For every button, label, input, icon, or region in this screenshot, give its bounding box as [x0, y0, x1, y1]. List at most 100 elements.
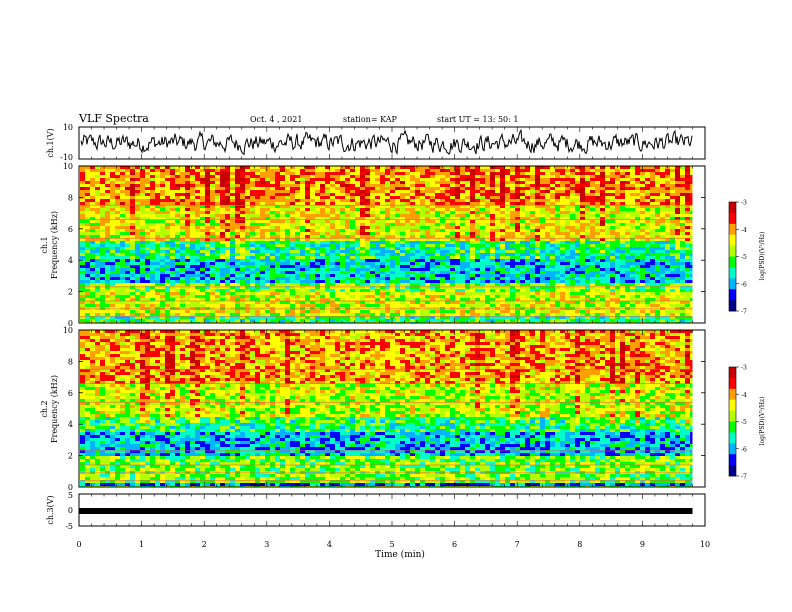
spectrogram-cell — [170, 235, 175, 238]
spectrogram-cell — [335, 289, 340, 292]
spectrogram-cell — [85, 193, 90, 196]
spectrogram-cell — [460, 313, 465, 316]
spectrogram-cell — [205, 286, 210, 289]
spectrogram-cell — [205, 244, 210, 247]
spectrogram-cell — [365, 247, 370, 250]
spectrogram-cell — [315, 250, 320, 253]
spectrogram-cell — [260, 181, 265, 184]
spectrogram-cell — [280, 172, 285, 175]
spectrogram-cell — [540, 214, 545, 217]
spectrogram-cell — [395, 235, 400, 238]
spectrogram-cell — [470, 289, 475, 292]
spectrogram-cell — [410, 253, 415, 256]
spectrogram-cell — [440, 277, 445, 280]
spectrogram-cell — [325, 172, 330, 175]
spectrogram-cell — [235, 214, 240, 217]
spectrogram-cell — [245, 250, 250, 253]
spectrogram-cell — [85, 175, 90, 178]
spectrogram-cell — [405, 295, 410, 298]
spectrogram-cell — [235, 241, 240, 244]
spectrogram-cell — [170, 175, 175, 178]
spectrogram-cell — [490, 187, 495, 190]
spectrogram-cell — [260, 307, 265, 310]
spectrogram-cell — [525, 196, 530, 199]
spectrogram-cell — [200, 292, 205, 295]
spectrogram-cell — [380, 265, 385, 268]
spectrogram-cell — [165, 265, 170, 268]
spectrogram-cell — [145, 196, 150, 199]
spectrogram-cell — [235, 259, 240, 262]
spectrogram-cell — [210, 169, 215, 172]
spectrogram-cell — [155, 247, 160, 250]
spectrogram-cell — [85, 223, 90, 226]
spectrogram-cell — [410, 187, 415, 190]
spectrogram-cell — [500, 217, 505, 220]
spectrogram-cell — [330, 316, 335, 319]
spectrogram-cell — [135, 301, 140, 304]
spectrogram-cell — [165, 277, 170, 280]
spectrogram-cell — [340, 313, 345, 316]
spectrogram-cell — [150, 232, 155, 235]
spectrogram-cell — [410, 220, 415, 223]
spectrogram-cell — [385, 268, 390, 271]
spectrogram-cell — [545, 295, 550, 298]
spectrogram-cell — [280, 181, 285, 184]
spectrogram-cell — [210, 241, 215, 244]
spectrogram-cell — [300, 235, 305, 238]
spectrogram-cell — [465, 274, 470, 277]
spectrogram-cell — [310, 265, 315, 268]
spectrogram-cell — [190, 193, 195, 196]
spectrogram-cell — [395, 283, 400, 286]
spectrogram-cell — [300, 208, 305, 211]
spectrogram-cell — [360, 316, 365, 319]
spectrogram-cell — [150, 268, 155, 271]
spectrogram-cell — [460, 232, 465, 235]
spectrogram-cell — [520, 253, 525, 256]
spectrogram-cell — [445, 313, 450, 316]
spectrogram-cell — [420, 259, 425, 262]
spectrogram-cell — [270, 229, 275, 232]
spectrogram-cell — [120, 238, 125, 241]
spectrogram-cell — [395, 205, 400, 208]
spectrogram-cell — [195, 301, 200, 304]
spectrogram-cell — [255, 238, 260, 241]
spectrogram-cell — [520, 298, 525, 301]
spectrogram-cell — [90, 226, 95, 229]
spectrogram-cell — [370, 253, 375, 256]
spectrogram-cell — [285, 226, 290, 229]
spectrogram-cell — [480, 196, 485, 199]
spectrogram-cell — [390, 310, 395, 313]
spectrogram-cell — [215, 280, 220, 283]
spectrogram-cell — [130, 214, 135, 217]
spectrogram-cell — [395, 232, 400, 235]
spectrogram-cell — [295, 199, 300, 202]
spectrogram-cell — [330, 208, 335, 211]
spectrogram-cell — [295, 268, 300, 271]
spectrogram-cell — [190, 175, 195, 178]
spectrogram-cell — [485, 235, 490, 238]
spectrogram-cell — [400, 220, 405, 223]
spectrogram-cell — [110, 292, 115, 295]
spectrogram-cell — [80, 199, 85, 202]
spectrogram-cell — [110, 208, 115, 211]
spectrogram-cell — [275, 214, 280, 217]
spectrogram-cell — [140, 232, 145, 235]
spectrogram-cell — [380, 187, 385, 190]
spectrogram-cell — [425, 199, 430, 202]
spectrogram-cell — [415, 187, 420, 190]
spectrogram-cell — [270, 169, 275, 172]
spectrogram-cell — [505, 211, 510, 214]
spectrogram-cell — [280, 226, 285, 229]
spectrogram-cell — [115, 319, 120, 322]
spectrogram-cell — [480, 232, 485, 235]
spectrogram-cell — [170, 184, 175, 187]
spectrogram-cell — [130, 229, 135, 232]
spectrogram-cell — [335, 184, 340, 187]
spectrogram-cell — [535, 268, 540, 271]
spectrogram-cell — [125, 229, 130, 232]
spectrogram-cell — [345, 253, 350, 256]
spectrogram-cell — [325, 205, 330, 208]
spectrogram-cell — [305, 250, 310, 253]
spectrogram-cell — [495, 235, 500, 238]
spectrogram-cell — [320, 208, 325, 211]
